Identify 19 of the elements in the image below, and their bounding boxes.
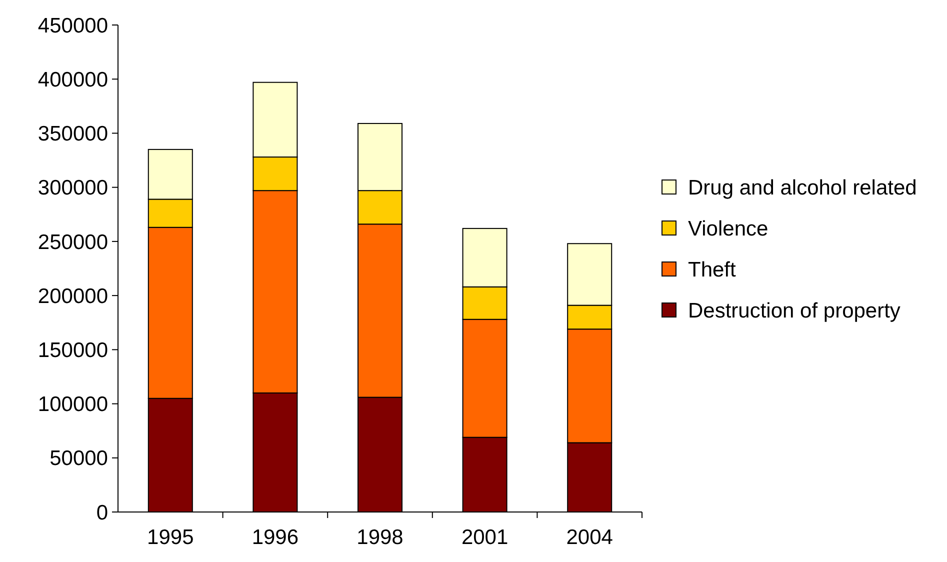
y-tick-label: 0	[96, 501, 108, 524]
x-tick-label: 1995	[147, 526, 194, 549]
y-tick-label: 100000	[38, 393, 108, 416]
y-tick-label: 150000	[38, 339, 108, 362]
y-tick-label: 200000	[38, 284, 108, 308]
x-tick-label: 2001	[461, 526, 508, 549]
legend-label: Violence	[688, 217, 768, 240]
legend-label: Drug and alcohol related	[688, 176, 917, 200]
y-tick-label: 250000	[38, 230, 108, 254]
y-tick-label: 50000	[50, 447, 108, 470]
legend-label: Destruction of property	[688, 299, 901, 322]
x-tick-label: 1996	[252, 526, 299, 549]
y-tick-label: 450000	[38, 14, 108, 38]
y-tick-label: 350000	[38, 122, 108, 146]
x-tick-label: 1998	[356, 526, 404, 549]
x-tick-label: 2004	[566, 526, 614, 549]
legend-label: Theft	[688, 258, 736, 282]
y-tick-label: 300000	[38, 176, 108, 200]
y-tick-label: 400000	[38, 68, 108, 92]
